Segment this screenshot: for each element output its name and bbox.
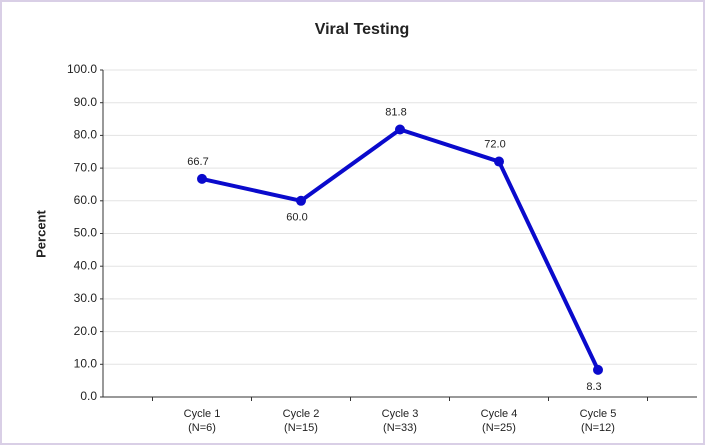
y-tick-label: 20.0 bbox=[74, 324, 98, 338]
y-tick-label: 40.0 bbox=[74, 258, 98, 272]
y-tick-label: 70.0 bbox=[74, 160, 98, 174]
data-label: 81.8 bbox=[385, 106, 406, 118]
point bbox=[494, 156, 504, 167]
data-label: 60.0 bbox=[286, 212, 307, 224]
x-tick-label: Cycle 5 bbox=[580, 408, 617, 420]
x-tick-label: (N=25) bbox=[482, 422, 516, 434]
data-label: 8.3 bbox=[586, 381, 601, 393]
chart-title: Viral Testing bbox=[315, 21, 410, 38]
point bbox=[593, 364, 603, 375]
y-tick-label: 30.0 bbox=[74, 291, 98, 305]
point bbox=[197, 173, 207, 184]
x-tick-label: Cycle 3 bbox=[382, 408, 419, 420]
y-tick-label: 90.0 bbox=[74, 95, 98, 109]
point bbox=[296, 195, 306, 206]
x-tick-label: (N=15) bbox=[284, 422, 318, 434]
x-tick-label: (N=12) bbox=[581, 422, 615, 434]
y-tick-label: 50.0 bbox=[74, 226, 98, 240]
x-tick-label: (N=33) bbox=[383, 422, 417, 434]
y-tick-label: 10.0 bbox=[74, 356, 98, 370]
x-tick-label: Cycle 2 bbox=[283, 408, 320, 420]
x-tick-label: Cycle 4 bbox=[481, 408, 518, 420]
y-tick-label: 100.0 bbox=[67, 62, 97, 76]
y-tick-label: 60.0 bbox=[74, 193, 98, 207]
y-tick-label: 80.0 bbox=[74, 128, 98, 142]
data-label: 72.0 bbox=[484, 138, 505, 150]
y-tick-label: 0.0 bbox=[80, 389, 97, 403]
x-tick-label: Cycle 1 bbox=[184, 408, 221, 420]
data-label: 66.7 bbox=[187, 156, 208, 168]
x-tick-label: (N=6) bbox=[188, 422, 216, 434]
point bbox=[395, 124, 405, 135]
y-axis-label: Percent bbox=[33, 209, 48, 257]
